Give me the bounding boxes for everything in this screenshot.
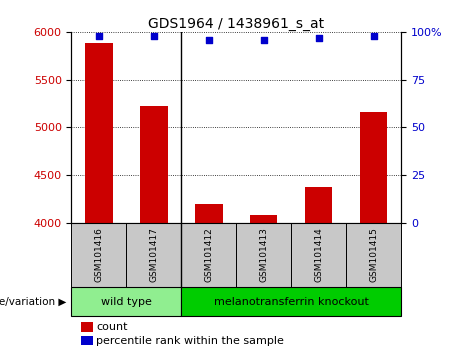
Bar [81,336,93,346]
Bar [126,223,181,287]
Text: GSM101413: GSM101413 [259,227,268,282]
Text: GSM101412: GSM101412 [204,228,213,282]
Bar [81,322,93,332]
Text: genotype/variation ▶: genotype/variation ▶ [0,297,67,307]
Bar [360,112,387,223]
Text: wild type: wild type [101,297,152,307]
Bar [140,107,168,223]
Bar [291,223,346,287]
Title: GDS1964 / 1438961_s_at: GDS1964 / 1438961_s_at [148,17,325,31]
Text: GSM101414: GSM101414 [314,228,323,282]
Point [95,33,103,39]
Point [315,35,322,40]
Bar [85,43,112,223]
Text: GSM101416: GSM101416 [95,227,103,282]
Bar [71,223,126,287]
Point [260,37,267,42]
Bar [346,223,401,287]
Point [370,33,377,39]
Bar [181,287,401,316]
Text: percentile rank within the sample: percentile rank within the sample [96,336,284,346]
Bar [71,287,181,316]
Text: melanotransferrin knockout: melanotransferrin knockout [214,297,369,307]
Bar [305,187,332,223]
Bar [181,223,236,287]
Text: GSM101415: GSM101415 [369,227,378,282]
Text: count: count [96,322,128,332]
Point [205,37,213,42]
Bar [250,215,278,223]
Text: GSM101417: GSM101417 [149,227,159,282]
Bar [236,223,291,287]
Bar [195,204,223,223]
Point [150,33,158,39]
